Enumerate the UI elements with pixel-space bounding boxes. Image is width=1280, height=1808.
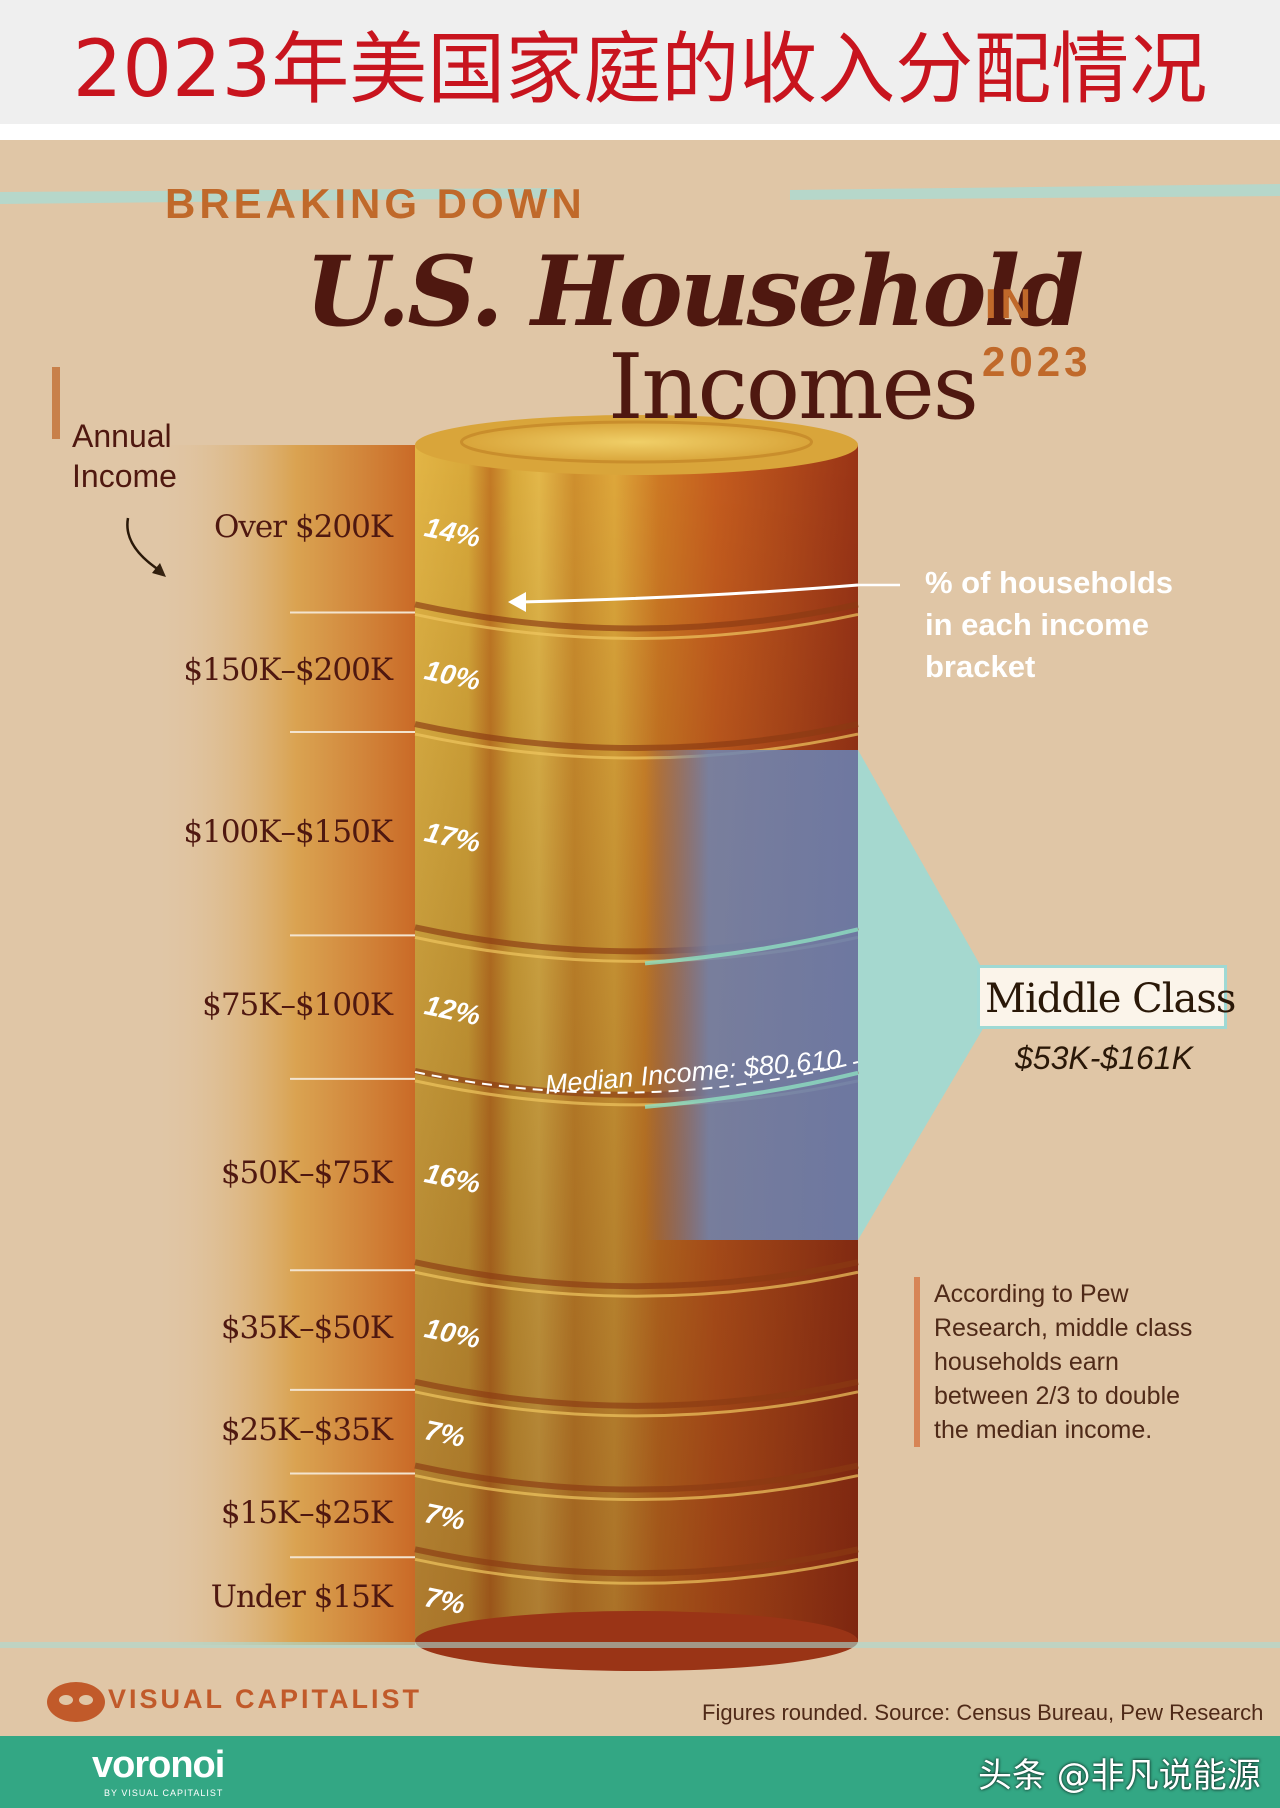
middle-class-box <box>977 965 1227 1029</box>
annotation-line-2: in each income <box>925 607 1149 642</box>
coin-rim <box>414 601 859 632</box>
coin-rim <box>414 1546 859 1577</box>
note-accent-bar <box>914 1277 920 1447</box>
category-label: $50K–$75K <box>220 1154 393 1191</box>
annotation-arrow <box>519 583 859 604</box>
label-glow-band <box>150 445 415 1645</box>
category-label: $15K–$25K <box>220 1495 393 1532</box>
category-label: $25K–$35K <box>220 1411 393 1448</box>
voronoi-logo[interactable]: voronoi <box>92 1744 225 1786</box>
axis-label-bar <box>52 367 60 439</box>
note-line-4: between 2/3 to double <box>934 1382 1181 1410</box>
source-note: Figures rounded. Source: Census Bureau, … <box>702 1700 1264 1725</box>
middle-class-rims <box>644 927 859 1109</box>
coin-rim-highlight <box>414 612 859 640</box>
banner-title: 2023年美国家庭的收入分配情况 <box>72 25 1208 115</box>
brand-logo <box>47 1682 105 1722</box>
note-line-1: According to Pew <box>934 1280 1129 1308</box>
coin-rim-highlight <box>414 1270 859 1298</box>
annotation-line-3: bracket <box>925 649 1036 684</box>
title-swoosh-right <box>790 184 1280 200</box>
poster: BREAKING DOWN U.S. Household Incomes IN … <box>0 140 1280 1736</box>
axis-label-line-2: Income <box>72 458 177 494</box>
category-label: $75K–$100K <box>202 987 393 1024</box>
watermark: 头条 @非凡说能源 <box>978 1756 1261 1796</box>
category-label: $100K–$150K <box>183 813 393 850</box>
note-line-2: Research, middle class <box>934 1314 1193 1342</box>
title-swoosh-left <box>0 188 560 204</box>
title-line-2: Incomes <box>608 335 979 440</box>
note-line-5: the median income. <box>934 1416 1153 1444</box>
footer-bar <box>0 1736 1280 1808</box>
category-label: Over $200K <box>214 508 393 545</box>
middle-class-rim <box>644 927 859 966</box>
middle-class-bracket <box>858 750 1000 1240</box>
coin-stack-bottom <box>415 1611 858 1671</box>
coin-stack-chart <box>0 184 1280 1722</box>
middle-class-rim <box>644 1070 859 1109</box>
coin-rim-highlight <box>414 732 859 760</box>
brand-logo-right-eye <box>79 1695 93 1705</box>
coin-rims <box>414 601 859 1585</box>
brand-logo-left-eye <box>59 1695 73 1705</box>
title-line-1: U.S. Household <box>305 235 1084 348</box>
median-line <box>414 1061 859 1094</box>
voronoi-tagline: BY VISUAL CAPITALIST <box>104 1788 224 1798</box>
category-gridlines <box>290 611 415 1559</box>
category-label: $150K–$200K <box>183 652 393 689</box>
coin-rim-highlight <box>414 1557 859 1585</box>
note-line-3: households earn <box>934 1348 1119 1376</box>
coin-rim-highlight <box>414 1474 859 1502</box>
coin-rim <box>414 1259 859 1290</box>
middle-class-label: Middle Class <box>985 976 1236 1022</box>
annotation-arrowhead <box>508 592 526 612</box>
banner: 2023年美国家庭的收入分配情况 <box>0 0 1280 124</box>
middle-class-range: $53K-$161K <box>1015 1040 1193 1076</box>
bottom-rule <box>0 1642 1280 1648</box>
annotation-line-1: % of households <box>925 565 1173 600</box>
middle-class-overlay <box>645 750 858 1240</box>
title-in-word: IN <box>985 280 1035 327</box>
kicker: BREAKING DOWN <box>165 180 586 227</box>
category-label: Under $15K <box>210 1579 393 1616</box>
coin-rim-highlight <box>414 1390 859 1418</box>
category-label: $35K–$50K <box>220 1310 393 1347</box>
coin-rim <box>414 1378 859 1409</box>
coin-rim <box>414 1462 859 1493</box>
coin-stack-top-face <box>460 420 813 464</box>
brand-name: VISUAL CAPITALIST <box>108 1684 423 1714</box>
title-year: 2023 <box>982 338 1092 385</box>
axis-label-line-1: Annual <box>72 418 172 454</box>
coin-rim <box>414 721 859 752</box>
